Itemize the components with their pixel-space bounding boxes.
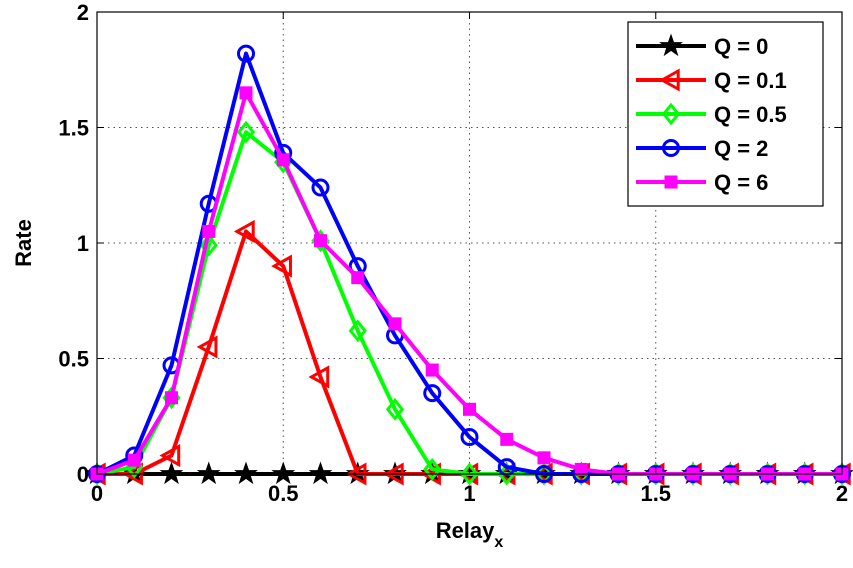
data-point [311, 178, 330, 197]
y-tick-label: 2 [77, 0, 89, 25]
data-point [314, 234, 327, 248]
data-point [159, 443, 181, 468]
legend: Q = 0 Q = 0.1 Q = 0.5 Q = 2 Q = 6 [627, 21, 824, 207]
data-point [460, 462, 479, 486]
legend-entry: Q = 2 [636, 136, 768, 161]
legend-label: Q = 0 [714, 34, 768, 59]
data-point [500, 432, 514, 446]
x-tick-label: 1.5 [640, 481, 671, 506]
data-point [308, 365, 330, 389]
legend-entry: Q = 0.5 [636, 102, 787, 127]
data-point [196, 461, 221, 485]
legend-label: Q = 6 [714, 170, 768, 195]
legend-entry: Q = 0.1 [636, 68, 787, 93]
x-tick-label: 0 [91, 481, 103, 506]
y-axis-label: Rate [11, 219, 36, 267]
data-point [196, 335, 218, 359]
data-point [159, 461, 184, 485]
data-point [276, 153, 290, 167]
legend-marker [662, 139, 680, 157]
x-tick-label: 2 [836, 481, 848, 506]
data-point [423, 384, 442, 403]
data-point [463, 402, 476, 416]
x-axis-label: Relayx [436, 518, 504, 551]
legend-label: Q = 0.5 [714, 102, 787, 127]
y-tick-label: 1 [77, 231, 89, 256]
data-point [385, 397, 405, 421]
y-tick-label: 0 [77, 462, 89, 487]
legend-entry: Q = 0 [636, 33, 768, 59]
data-point [202, 224, 216, 238]
axis-ticks: 0 0.5 1 1.5 2 0 0.5 1 1.5 2 [58, 0, 848, 506]
x-axis-label-subscript: x [494, 534, 503, 551]
x-tick-label: 1 [463, 481, 475, 506]
data-point [239, 86, 253, 100]
y-tick-label: 0.5 [58, 347, 89, 372]
data-point [460, 428, 479, 447]
data-point [199, 233, 218, 257]
data-point [574, 462, 588, 476]
legend-marker [664, 175, 678, 189]
legend-label: Q = 2 [714, 136, 768, 161]
data-point [165, 391, 178, 405]
legend-entry: Q = 6 [636, 170, 768, 195]
x-tick-label: 0.5 [268, 481, 299, 506]
x-axis-label-main: Relay [436, 518, 495, 543]
data-point [348, 319, 367, 343]
data-point [423, 457, 442, 481]
data-point [425, 363, 439, 377]
legend-label: Q = 0.1 [714, 68, 787, 93]
legend-marker [661, 102, 681, 126]
legend-marker [659, 33, 683, 57]
data-point [236, 120, 256, 144]
data-point [271, 254, 292, 278]
data-point [237, 44, 255, 63]
data-point [537, 451, 551, 465]
y-tick-label: 1.5 [58, 116, 89, 141]
data-point [308, 461, 333, 485]
legend-marker [658, 68, 680, 92]
data-point [351, 271, 365, 285]
data-point [127, 453, 141, 467]
data-point [234, 461, 258, 485]
data-point [388, 317, 402, 331]
data-point [233, 219, 255, 243]
